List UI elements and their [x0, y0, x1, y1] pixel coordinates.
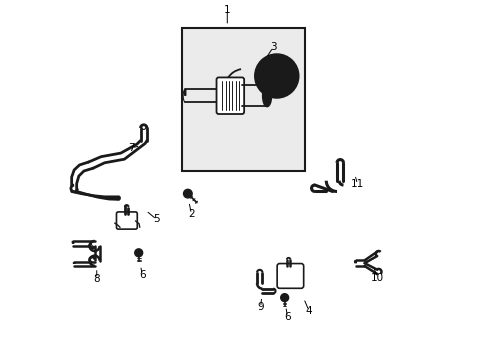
- Text: 6: 6: [139, 270, 145, 280]
- Text: 10: 10: [370, 273, 383, 283]
- Text: 7: 7: [128, 143, 135, 153]
- FancyBboxPatch shape: [116, 212, 137, 229]
- Circle shape: [255, 55, 297, 97]
- Text: 8: 8: [93, 274, 100, 284]
- Circle shape: [280, 277, 286, 284]
- Text: 3: 3: [269, 42, 276, 52]
- Circle shape: [119, 218, 125, 224]
- Circle shape: [183, 189, 192, 198]
- FancyBboxPatch shape: [277, 264, 303, 288]
- Circle shape: [261, 61, 291, 91]
- Circle shape: [219, 83, 226, 89]
- Circle shape: [219, 102, 226, 109]
- Text: 4: 4: [305, 306, 312, 316]
- Text: 9: 9: [257, 302, 264, 312]
- Text: 11: 11: [350, 179, 364, 189]
- Ellipse shape: [262, 85, 271, 107]
- Circle shape: [135, 249, 142, 257]
- Text: 1: 1: [224, 5, 230, 15]
- Text: 5: 5: [153, 215, 160, 224]
- Text: 2: 2: [188, 209, 194, 219]
- Circle shape: [294, 273, 299, 278]
- FancyBboxPatch shape: [216, 77, 244, 114]
- Text: 6: 6: [284, 312, 290, 322]
- Circle shape: [280, 294, 288, 302]
- Circle shape: [280, 268, 286, 275]
- Bar: [182, 28, 305, 171]
- Circle shape: [127, 219, 132, 224]
